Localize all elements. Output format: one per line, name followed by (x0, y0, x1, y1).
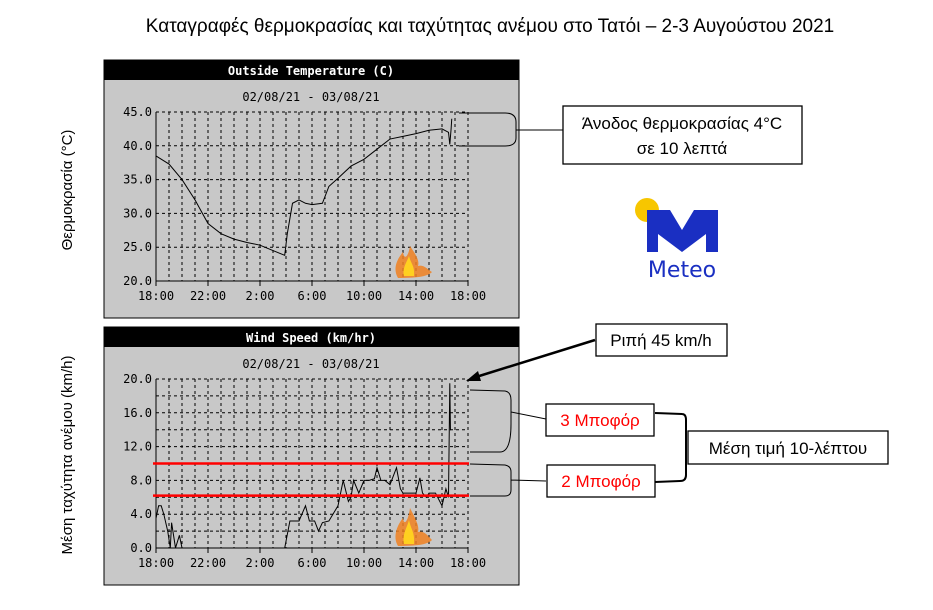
y-tick-label: 0.0 (130, 541, 152, 555)
y-tick-label: 20.0 (123, 274, 152, 288)
temperature-series-line (155, 118, 453, 257)
x-tick-label: 14:00 (398, 556, 434, 570)
gust-text: Ριπή 45 km/h (610, 331, 712, 350)
mean-10min-box (687, 430, 889, 465)
y-tick-label: 8.0 (130, 473, 152, 487)
logo-text: Meteo (648, 258, 716, 283)
fire-icon (395, 246, 432, 278)
temp-title-bar (104, 60, 519, 80)
x-tick-label: 2:00 (246, 556, 275, 570)
y-tick-label: 25.0 (123, 240, 152, 254)
y-tick-label: 40.0 (123, 139, 152, 153)
figure-title: Καταγραφές θερμοκρασίας και ταχύτητας αν… (146, 16, 834, 37)
x-tick-label: 18:00 (450, 289, 486, 303)
y-tick-label: 20.0 (123, 372, 152, 386)
temp-rise-text-1: Άνοδος θερμοκρασίας 4°C (582, 114, 782, 133)
temp-ylabel: Θερμοκρασία (°C) (59, 130, 76, 251)
beaufort-annotations: 3 Μποφόρ 2 Μποφόρ Μέση τιμή 10-λέπτου (469, 389, 889, 498)
x-tick-label: 18:00 (138, 556, 174, 570)
wind-chart-title: Wind Speed (km/hr) (246, 331, 376, 345)
temp-rise-text-2: σε 10 λεπτά (637, 139, 728, 158)
wind-series-line (284, 383, 452, 549)
y-tick-label: 30.0 (123, 206, 152, 220)
temp-rise-box (562, 105, 803, 165)
wind-title-bar (104, 327, 519, 347)
x-tick-label: 22:00 (190, 289, 226, 303)
x-tick-label: 18:00 (450, 556, 486, 570)
temp-date-range: 02/08/21 - 03/08/21 (242, 90, 379, 104)
mean-10min-text: Μέση τιμή 10-λέπτου (709, 439, 867, 458)
arrow-head-icon (466, 371, 481, 381)
x-tick-label: 2:00 (246, 289, 275, 303)
y-tick-label: 12.0 (123, 440, 152, 454)
x-tick-label: 14:00 (398, 289, 434, 303)
beaufort-2-text: 2 Μποφόρ (561, 472, 640, 491)
gust-box (595, 323, 728, 357)
x-tick-label: 10:00 (346, 556, 382, 570)
gust-annotation: Ριπή 45 km/h (466, 323, 728, 381)
wind-series-line (155, 505, 186, 549)
y-tick-label: 16.0 (123, 406, 152, 420)
x-tick-label: 22:00 (190, 556, 226, 570)
beaufort-3-text: 3 Μποφόρ (560, 411, 639, 430)
x-tick-label: 6:00 (298, 289, 327, 303)
y-tick-label: 45.0 (123, 105, 152, 119)
meteo-logo: Meteo (635, 198, 718, 283)
temp-chart-title: Outside Temperature (C) (228, 64, 394, 78)
temp-rise-annotation: Άνοδος θερμοκρασίας 4°C σε 10 λεπτά (459, 105, 803, 165)
fire-icon (395, 508, 432, 546)
wind-date-range: 02/08/21 - 03/08/21 (242, 357, 379, 371)
temperature-chart: Outside Temperature (C) 02/08/21 - 03/08… (103, 59, 520, 319)
x-tick-label: 10:00 (346, 289, 382, 303)
y-tick-label: 4.0 (130, 507, 152, 521)
wind-chart: Wind Speed (km/hr) 02/08/21 - 03/08/21 2… (103, 326, 520, 586)
beaufort-3-box (545, 403, 655, 437)
logo-m (647, 210, 718, 252)
x-tick-label: 18:00 (138, 289, 174, 303)
wind-ylabel: Μέση ταχύτητα ανέμου (km/h) (59, 356, 76, 555)
bracket-connector (459, 112, 563, 147)
x-tick-label: 6:00 (298, 556, 327, 570)
gust-arrow (475, 338, 596, 379)
y-tick-label: 35.0 (123, 173, 152, 187)
